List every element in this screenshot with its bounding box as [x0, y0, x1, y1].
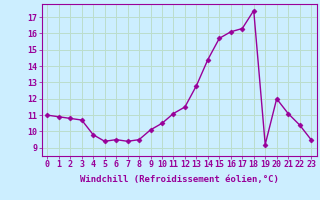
X-axis label: Windchill (Refroidissement éolien,°C): Windchill (Refroidissement éolien,°C) [80, 175, 279, 184]
